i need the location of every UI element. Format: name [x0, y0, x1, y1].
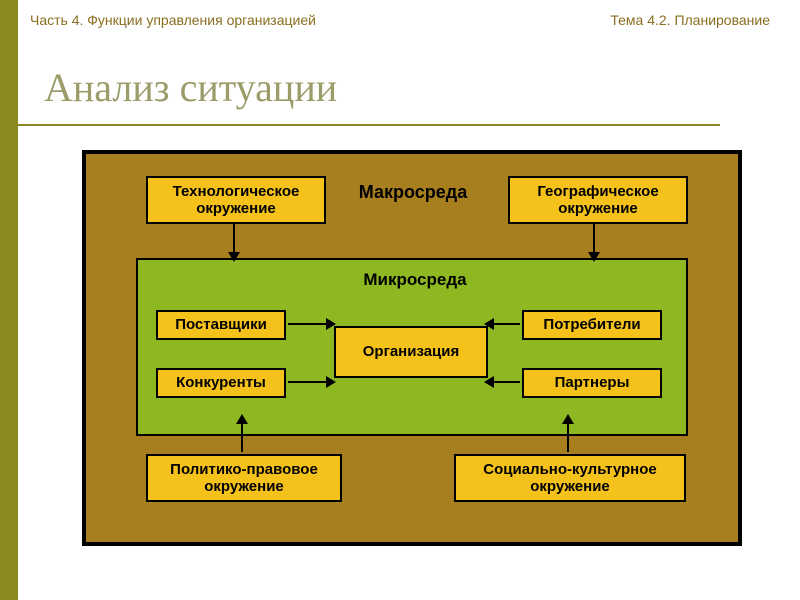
page-title: Анализ ситуации: [44, 64, 337, 111]
header-right: Тема 4.2. Планирование: [610, 12, 770, 28]
slide-header: Часть 4. Функции управления организацией…: [30, 12, 770, 36]
diagram-macro-frame: МакросредаМикросредаТехнологическое окру…: [82, 150, 742, 546]
left-accent-bar: [0, 0, 18, 600]
header-left: Часть 4. Функции управления организацией: [30, 12, 316, 28]
arrow-left: [86, 154, 746, 550]
title-underline: [10, 124, 720, 126]
